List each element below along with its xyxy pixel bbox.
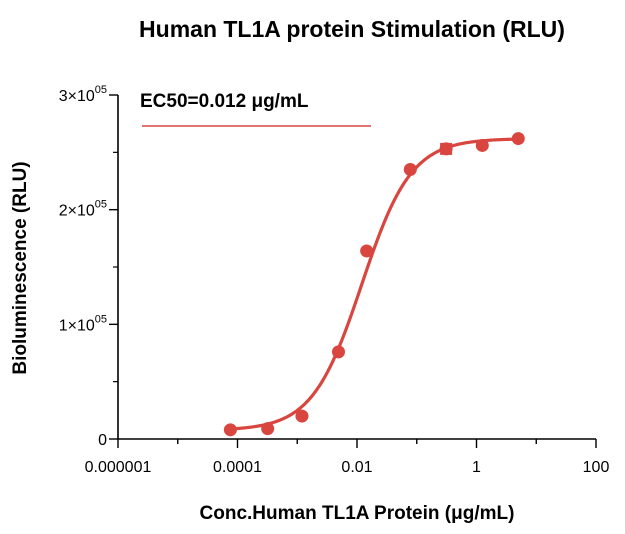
plot-area	[223, 132, 525, 437]
y-tick-label: 2×1005	[59, 199, 107, 220]
data-point	[295, 409, 309, 423]
x-ticks: 0.000001 0.0001 0.01 1 100	[85, 439, 610, 476]
y-axis-label: Bioluminescence (RLU)	[10, 161, 31, 374]
data-point	[223, 423, 237, 437]
y-tick-label: 3×1005	[59, 84, 107, 105]
x-tick-label: 0.01	[341, 459, 372, 476]
axes	[117, 95, 596, 440]
y-ticks: 0 1×1005 2×1005 3×1005	[59, 84, 118, 449]
chart-title: Human TL1A protein Stimulation (RLU)	[139, 16, 565, 42]
ec50-annotation: EC50=0.012 μg/mL	[140, 91, 371, 127]
data-point	[511, 132, 525, 146]
error-bar	[440, 142, 453, 155]
y-tick-label: 1×1005	[59, 313, 107, 334]
data-point	[360, 244, 374, 258]
data-point	[261, 422, 275, 436]
x-tick-label: 0.000001	[85, 459, 152, 476]
x-tick-label: 100	[583, 459, 610, 476]
ec50-label: EC50=0.012 μg/mL	[140, 91, 309, 112]
x-tick-label: 1	[472, 459, 481, 476]
data-point	[403, 163, 417, 177]
x-tick-label: 0.0001	[213, 459, 262, 476]
x-axis-label: Conc.Human TL1A Protein (μg/mL)	[200, 503, 515, 524]
data-point	[331, 345, 345, 359]
fit-curve	[228, 137, 520, 431]
y-tick-label: 0	[98, 432, 107, 449]
data-point	[475, 138, 489, 152]
